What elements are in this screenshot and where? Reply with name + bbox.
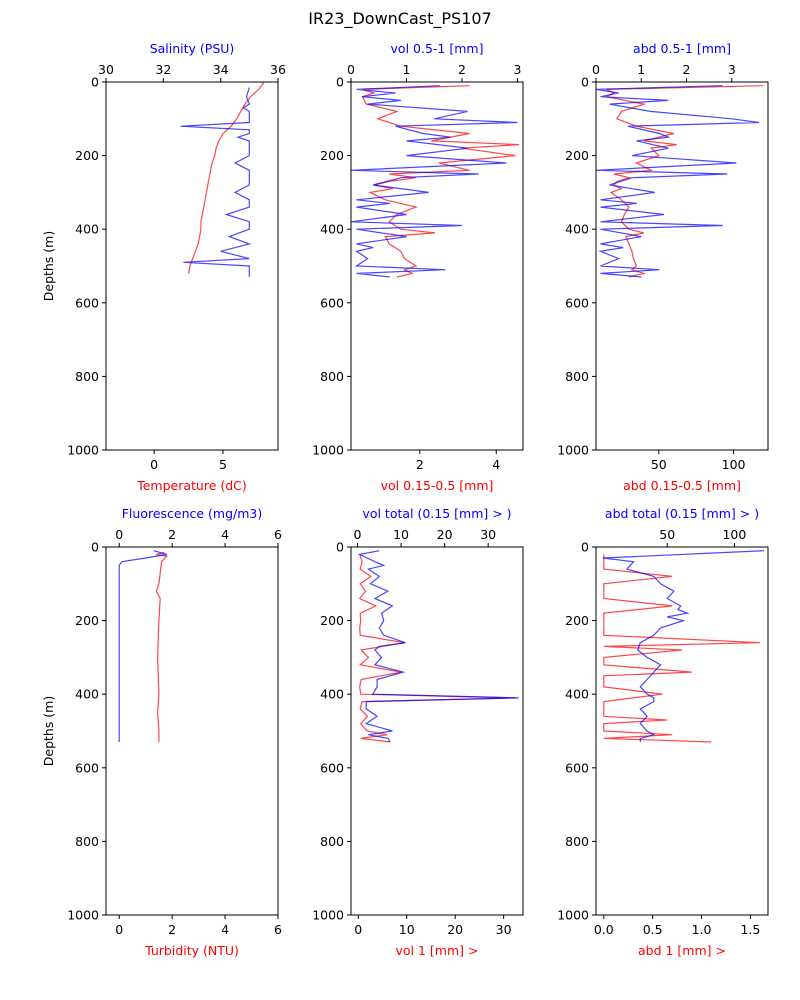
top-tick-label: 0 (347, 62, 355, 77)
y-tick-label: 400 (75, 222, 99, 237)
bottom-tick-label: 0 (115, 922, 123, 937)
bottom-tick-label: 6 (274, 922, 282, 937)
bottom-tick-label: 2 (168, 922, 176, 937)
y-tick-label: 1000 (67, 908, 99, 923)
y-tick-label: 600 (565, 295, 589, 310)
y-tick-label: 600 (565, 760, 589, 775)
bottom-tick-label: 2 (416, 457, 424, 472)
y-tick-label: 600 (75, 295, 99, 310)
figure-title: IR23_DownCast_PS107 (308, 9, 491, 29)
top-tick-label: 30 (98, 62, 114, 77)
y-tick-label: 800 (565, 834, 589, 849)
y-tick-label: 600 (75, 760, 99, 775)
bottom-axis-label: abd 0.15-0.5 [mm] (623, 478, 741, 493)
y-tick-label: 0 (581, 75, 589, 90)
y-tick-label: 1000 (312, 908, 344, 923)
top-tick-label: 1 (637, 62, 645, 77)
bottom-tick-label: 1.5 (740, 922, 760, 937)
y-tick-label: 400 (320, 687, 344, 702)
y-tick-label: 200 (320, 148, 344, 163)
y-tick-label: 1000 (557, 908, 589, 923)
top-axis-label: Fluorescence (mg/m3) (122, 506, 263, 521)
bottom-axis-label: vol 0.15-0.5 [mm] (381, 478, 494, 493)
top-tick-label: 34 (213, 62, 229, 77)
top-tick-label: 4 (221, 527, 229, 542)
bottom-tick-label: 50 (651, 457, 667, 472)
y-tick-label: 0 (91, 540, 99, 555)
top-tick-label: 2 (458, 62, 466, 77)
top-tick-label: 2 (168, 527, 176, 542)
top-tick-label: 0 (592, 62, 600, 77)
bottom-tick-label: 0 (354, 922, 362, 937)
bottom-axis-label: vol 1 [mm] > (396, 943, 479, 958)
y-tick-label: 0 (581, 540, 589, 555)
y-tick-label: 400 (320, 222, 344, 237)
bottom-tick-label: 4 (221, 922, 229, 937)
top-axis-label: Salinity (PSU) (150, 41, 235, 56)
y-axis-label: Depths (m) (41, 696, 56, 767)
y-tick-label: 800 (75, 369, 99, 384)
y-tick-label: 800 (565, 369, 589, 384)
y-tick-label: 1000 (557, 443, 589, 458)
y-tick-label: 0 (336, 75, 344, 90)
top-tick-label: 2 (683, 62, 691, 77)
bottom-tick-label: 100 (722, 457, 746, 472)
bottom-tick-label: 30 (496, 922, 512, 937)
y-tick-label: 1000 (312, 443, 344, 458)
top-tick-label: 36 (270, 62, 286, 77)
bottom-axis-label: Temperature (dC) (136, 478, 247, 493)
bottom-tick-label: 5 (219, 457, 227, 472)
top-tick-label: 10 (393, 527, 409, 542)
bottom-tick-label: 10 (399, 922, 415, 937)
y-tick-label: 800 (75, 834, 99, 849)
y-tick-label: 200 (75, 613, 99, 628)
bottom-axis-label: Turbidity (NTU) (144, 943, 239, 958)
y-tick-label: 200 (565, 148, 589, 163)
bottom-tick-label: 0.5 (643, 922, 663, 937)
top-tick-label: 6 (274, 527, 282, 542)
y-tick-label: 800 (320, 369, 344, 384)
y-tick-label: 400 (565, 687, 589, 702)
top-tick-label: 30 (480, 527, 496, 542)
top-tick-label: 32 (155, 62, 171, 77)
top-tick-label: 0 (115, 527, 123, 542)
y-tick-label: 600 (320, 295, 344, 310)
top-tick-label: 100 (722, 527, 746, 542)
top-tick-label: 1 (403, 62, 411, 77)
top-tick-label: 20 (437, 527, 453, 542)
y-axis-label: Depths (m) (41, 231, 56, 302)
y-tick-label: 400 (75, 687, 99, 702)
top-axis-label: vol total (0.15 [mm] > ) (362, 506, 511, 521)
y-tick-label: 200 (320, 613, 344, 628)
y-tick-label: 400 (565, 222, 589, 237)
y-tick-label: 200 (565, 613, 589, 628)
top-tick-label: 50 (659, 527, 675, 542)
bottom-tick-label: 0 (150, 457, 158, 472)
y-tick-label: 600 (320, 760, 344, 775)
y-tick-label: 1000 (67, 443, 99, 458)
bottom-tick-label: 1.0 (692, 922, 712, 937)
y-tick-label: 800 (320, 834, 344, 849)
y-tick-label: 200 (75, 148, 99, 163)
bottom-tick-label: 4 (492, 457, 500, 472)
top-axis-label: vol 0.5-1 [mm] (391, 41, 484, 56)
top-tick-label: 3 (513, 62, 521, 77)
bottom-tick-label: 0.0 (594, 922, 614, 937)
bottom-axis-label: abd 1 [mm] > (638, 943, 726, 958)
top-axis-label: abd total (0.15 [mm] > ) (605, 506, 759, 521)
y-tick-label: 0 (336, 540, 344, 555)
top-tick-label: 3 (728, 62, 736, 77)
bottom-tick-label: 20 (447, 922, 463, 937)
top-axis-label: abd 0.5-1 [mm] (633, 41, 731, 56)
top-tick-label: 0 (354, 527, 362, 542)
